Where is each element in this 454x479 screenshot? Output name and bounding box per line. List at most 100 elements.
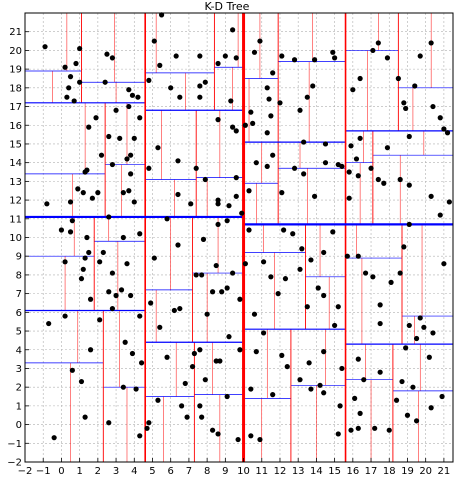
data-point [67,229,74,235]
data-point [124,156,130,162]
data-point [412,83,418,89]
data-point [202,79,208,85]
data-point [202,377,208,383]
data-point [297,107,303,113]
data-point [268,113,274,119]
data-point [406,322,412,329]
split-lines [25,13,453,462]
data-point [384,55,391,61]
data-point [235,436,241,443]
data-point [137,231,143,237]
data-point [109,161,116,168]
data-point [322,141,329,147]
data-point [204,311,210,317]
data-point [332,322,338,329]
data-point [175,158,181,164]
x-tick-label: 6 [168,466,174,477]
data-point [308,386,314,392]
data-point [248,109,254,115]
data-point [372,425,378,431]
data-point [188,201,194,207]
data-point [109,305,116,312]
data-point [277,100,283,106]
data-point [339,365,345,372]
data-point [275,291,281,297]
x-tick-label: 10 [237,466,250,477]
data-point [200,236,207,242]
data-point [138,360,145,366]
data-point [95,190,101,196]
y-tick-label: 15 [9,139,22,150]
data-point [395,75,401,82]
data-point [69,218,75,224]
data-point [362,270,369,276]
data-point [133,386,139,392]
x-tick-label: 7 [186,466,192,477]
data-point [148,300,154,306]
data-point [401,100,407,106]
data-point [251,49,258,55]
data-point [84,167,90,173]
data-point [173,53,179,59]
data-point [80,266,86,272]
x-tick-label: 9 [222,466,228,477]
data-point [233,175,239,181]
x-tick-label: −2 [18,466,33,477]
data-point [428,40,434,46]
data-point [197,94,203,100]
data-point [444,130,451,136]
data-point [129,350,136,357]
data-point [291,57,298,63]
data-point [428,405,434,411]
y-tick-label: 17 [9,102,22,113]
data-point [89,195,95,201]
data-point [230,27,236,33]
data-point [66,85,72,91]
data-point [284,363,290,370]
data-point [87,347,94,353]
data-point [126,188,132,194]
data-point [113,292,119,299]
data-point [106,214,112,220]
data-point [78,276,85,282]
y-tick-label: 10 [9,233,22,244]
data-point [270,152,276,158]
data-point [131,199,137,205]
data-point [322,160,329,166]
y-tick-label: −2 [7,458,22,469]
data-point [344,253,350,259]
data-point [370,47,376,54]
data-point [279,190,285,196]
data-point [124,261,130,267]
data-point [368,165,374,171]
x-tick-label: 13 [292,466,305,477]
data-point [164,216,170,222]
x-tick-label: 15 [328,466,341,477]
data-point [80,190,86,196]
data-point [106,420,112,426]
data-point [182,380,188,387]
data-point [317,382,323,388]
data-point [282,276,289,282]
y-tick-label: 3 [16,364,22,375]
data-point [228,98,234,104]
x-tick-label: 2 [95,466,101,477]
data-point [403,105,409,112]
data-point [321,349,327,355]
data-point [350,87,356,93]
data-point [233,193,239,199]
data-point [439,393,445,400]
data-point [353,156,360,162]
data-point [430,103,436,110]
data-point [311,193,318,199]
chart-title: K-D Tree [204,0,250,13]
data-point [270,70,276,76]
data-point [404,412,411,418]
x-axis-ticks: −2 −1 0 1 2 3 4 5 6 7 8 9 10 11 12 13 14 15 16 17 18 19 20 21 [18,458,450,477]
data-point [253,160,259,166]
data-point [84,234,90,241]
data-point [197,83,203,89]
data-point [106,133,112,140]
data-point [279,352,285,358]
